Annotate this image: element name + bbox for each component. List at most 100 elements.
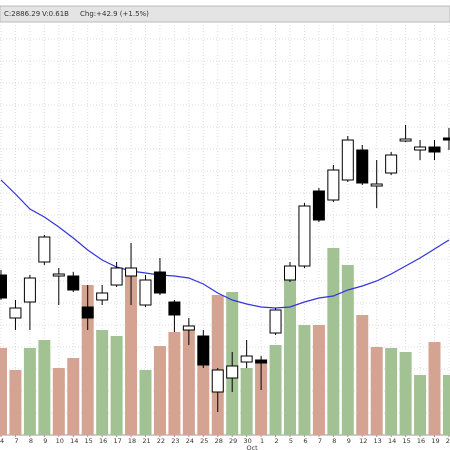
x-tick-label: 2 — [274, 437, 278, 445]
volume-bar — [139, 370, 152, 435]
x-tick-label: 22 — [157, 437, 165, 445]
candle-body — [182, 325, 195, 331]
volume-bar — [23, 348, 36, 435]
volume-bar — [182, 328, 195, 435]
volume-bar — [341, 265, 354, 435]
candle-body — [385, 154, 398, 174]
x-tick-label: 16 — [99, 437, 107, 445]
x-tick-label: 7 — [318, 437, 322, 445]
volume-bar — [298, 325, 311, 435]
candle-body — [255, 359, 268, 364]
candle-body — [38, 236, 51, 263]
volume-bar — [211, 295, 224, 435]
x-tick-label: 15 — [85, 437, 93, 445]
x-tick-label: 16 — [417, 437, 425, 445]
header-bar — [0, 5, 450, 23]
volume-bar — [125, 268, 138, 435]
volume-bar — [197, 360, 210, 435]
x-tick-label: 12 — [359, 437, 367, 445]
volume-bar — [356, 315, 369, 435]
x-tick-label: 9 — [347, 437, 351, 445]
candle-body — [356, 149, 369, 184]
x-tick-label: 17 — [113, 437, 121, 445]
candle-body — [9, 307, 22, 319]
volume-bar — [81, 285, 94, 435]
candle-body — [139, 279, 152, 306]
x-tick-label: 13 — [374, 437, 382, 445]
candle-body — [341, 139, 354, 181]
candle-body — [96, 292, 109, 301]
candle-body — [414, 146, 427, 151]
volume-bar — [370, 347, 383, 435]
x-tick-label: 21 — [142, 437, 150, 445]
candle-body — [240, 355, 253, 363]
x-tick-label: 24 — [186, 437, 194, 445]
candle-body — [23, 277, 36, 303]
candle-body — [153, 271, 166, 294]
x-tick-label: 14 — [70, 437, 78, 445]
x-tick-label: 30 — [244, 437, 252, 445]
header-change: Chg:+42.9 (+1.5%) — [80, 10, 149, 18]
volume-bar — [327, 248, 340, 435]
candle-body — [298, 205, 311, 267]
header-volume: V:0.61B — [42, 10, 69, 18]
candle-body — [110, 267, 123, 286]
candle-body — [81, 306, 94, 319]
x-tick-label: 10 — [56, 437, 64, 445]
candle-body — [168, 301, 181, 316]
x-tick-label: 5 — [289, 437, 293, 445]
x-tick-label: 1 — [260, 437, 264, 445]
candle-body — [370, 183, 383, 187]
moving-average-line — [0, 179, 450, 309]
candle-body — [284, 265, 296, 281]
volume-bar — [255, 362, 268, 435]
volume-bar — [67, 358, 80, 435]
x-tick-label: 8 — [332, 437, 336, 445]
volume-bar — [312, 325, 325, 435]
candle-body — [67, 275, 80, 291]
candle-body — [0, 274, 7, 299]
volume-bar — [240, 368, 253, 435]
volume-bar — [9, 370, 22, 435]
volume-bar — [52, 368, 65, 435]
volume-bar — [428, 342, 441, 435]
volume-bar — [153, 346, 166, 435]
candle-body — [226, 365, 239, 379]
month-label: Oct — [246, 444, 258, 450]
x-tick-label: 9 — [43, 437, 47, 445]
volume-bar — [96, 330, 109, 435]
volume-bar — [385, 348, 398, 435]
volume-bar — [442, 375, 450, 435]
volume-bar — [38, 340, 51, 435]
volume-bar — [168, 332, 181, 435]
x-tick-label: 15 — [402, 437, 410, 445]
x-tick-label: 23 — [171, 437, 179, 445]
x-tick-label: 14 — [388, 437, 396, 445]
volume-bar — [269, 345, 282, 435]
volume-bar — [414, 375, 427, 435]
x-tick-label: 6 — [303, 437, 307, 445]
x-tick-label: 25 — [200, 437, 208, 445]
candle-body — [269, 309, 282, 334]
candle-body — [197, 335, 210, 366]
candle-body — [327, 169, 340, 201]
x-tick-label: 20 — [446, 437, 450, 445]
x-tick-label: 19 — [431, 437, 439, 445]
candle-body — [442, 137, 450, 141]
header-close: C:2886.29 — [4, 10, 40, 18]
x-tick-label: 7 — [14, 437, 18, 445]
candle-body — [312, 190, 325, 221]
volume-bar — [0, 348, 7, 435]
candle-body — [428, 146, 441, 153]
x-tick-label: 18 — [128, 437, 136, 445]
volume-bar — [110, 336, 123, 435]
candle-body — [399, 138, 412, 142]
x-tick-label: 28 — [215, 437, 223, 445]
volume-bar — [284, 280, 296, 435]
x-tick-label: 29 — [229, 437, 237, 445]
x-tick-label: 8 — [29, 437, 33, 445]
x-tick-label: 4 — [0, 437, 4, 445]
volume-bar — [399, 352, 412, 435]
candle-body — [52, 273, 65, 277]
